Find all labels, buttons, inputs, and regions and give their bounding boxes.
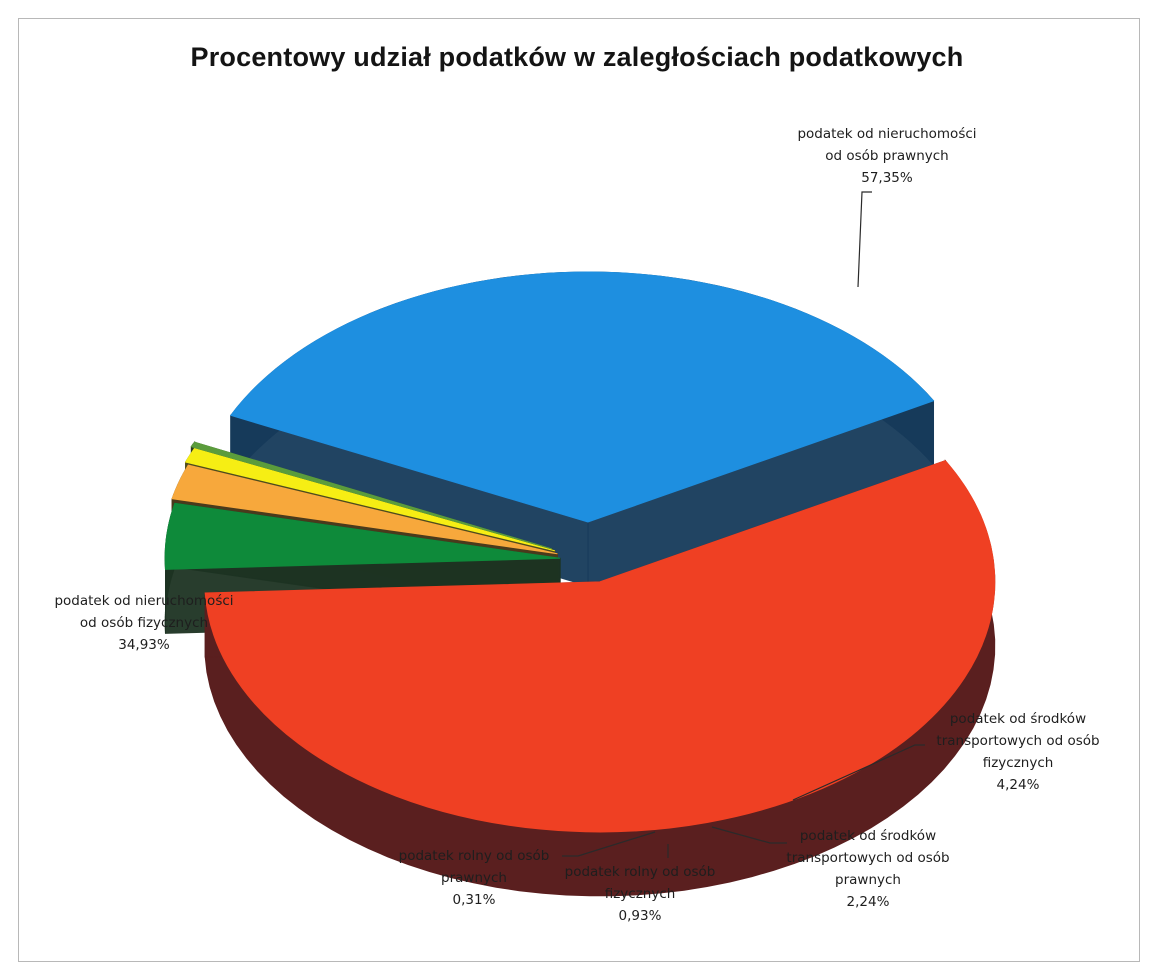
slice-name-label: podatek od środków	[950, 711, 1086, 727]
slice-value-label: 2,24%	[847, 894, 890, 910]
slice-label-4: podatek rolny od osób prawnych 0,31%	[399, 848, 550, 908]
slice-value-label: 0,31%	[453, 892, 496, 908]
leader-line-1	[792, 744, 925, 801]
slice-value-label: 0,93%	[619, 908, 662, 924]
slice-name-label: podatek rolny od osób	[565, 864, 716, 880]
pie-slice-0	[204, 460, 996, 833]
slice-label-2: podatek od środków transportowych od osób…	[786, 828, 949, 910]
slice-name-label: fizycznych	[605, 886, 676, 902]
slice-name-label: podatek rolny od osób	[399, 848, 550, 864]
slice-value-label: 57,35%	[861, 170, 913, 186]
pie-slice-4	[190, 441, 552, 550]
pie-slice-2	[171, 464, 558, 555]
slice-name-label: od osób prawnych	[825, 148, 949, 164]
slice-label-3: podatek rolny od osób fizycznych 0,93%	[565, 864, 716, 924]
pie-slice-1	[164, 502, 561, 570]
slice-value-label: 34,93%	[118, 637, 170, 653]
slice-name-label: prawnych	[441, 870, 507, 886]
slice-name-label: podatek od nieruchomości	[54, 593, 233, 609]
slice-label-5: podatek od nieruchomości od osób fizyczny…	[54, 593, 233, 653]
pie-slice-3	[184, 448, 556, 552]
pie-slice-5	[229, 271, 935, 523]
slice-value-label: 4,24%	[997, 777, 1040, 793]
slice-name-label: podatek od nieruchomości	[797, 126, 976, 142]
slice-name-label: fizycznych	[983, 755, 1054, 771]
slice-label-0: podatek od nieruchomości od osób prawnych…	[797, 126, 976, 186]
slice-name-label: od osób fizycznych	[80, 615, 208, 631]
slice-name-label: prawnych	[835, 872, 901, 888]
slice-name-label: transportowych od osób	[936, 733, 1099, 749]
chart-title: Procentowy udział podatków w zaległościa…	[190, 42, 964, 72]
slice-name-label: podatek od środków	[800, 828, 936, 844]
leader-line-4	[562, 831, 656, 857]
leader-line-2	[711, 826, 787, 844]
slice-label-1: podatek od środków transportowych od osób…	[936, 711, 1099, 793]
leader-line-0	[857, 191, 872, 288]
slice-name-label: transportowych od osób	[786, 850, 949, 866]
